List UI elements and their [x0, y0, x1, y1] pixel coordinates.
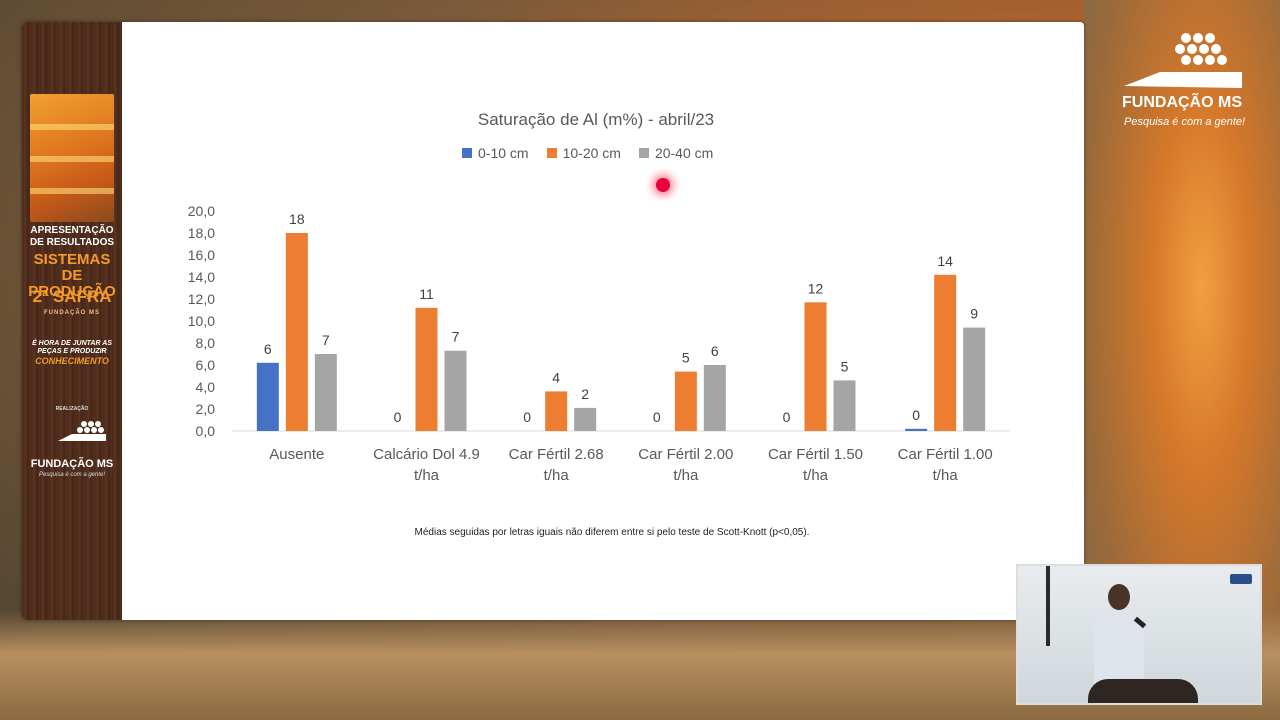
legend-item-20-40: 20-40 cm	[638, 145, 714, 161]
bar-10-20-cm	[804, 302, 827, 431]
x-tick-label: Car Fértil 2.00	[638, 446, 733, 463]
laser-pointer	[656, 178, 670, 192]
legend-item-10-20: 10-20 cm	[546, 145, 621, 161]
presentation-slide: APRESENTAÇÃO DE RESULTADOS SISTEMAS DE P…	[22, 22, 1084, 620]
chart-title: Saturação de Al (m%) - abril/23	[477, 110, 715, 129]
sidebar-logo-icon	[58, 421, 106, 441]
y-tick-label: 16,0	[188, 247, 215, 263]
y-tick-label: 14,0	[188, 269, 215, 285]
sidebar-realizacao: REALIZAÇÃO	[55, 406, 89, 412]
y-tick-label: 20,0	[188, 203, 215, 219]
data-label: 5	[682, 350, 690, 366]
sidebar-season: 2ª SAFRA	[32, 287, 112, 306]
y-tick-label: 18,0	[188, 225, 215, 241]
bar-10-20-cm	[285, 233, 308, 431]
x-tick-label: t/ha	[414, 467, 440, 484]
x-tick-label: Ausente	[269, 446, 324, 463]
data-label: 6	[711, 343, 719, 359]
bar-10-20-cm	[934, 274, 957, 431]
data-label: 0	[394, 409, 402, 425]
sidebar-title: APRESENTAÇÃO DE RESULTADOS	[29, 225, 115, 248]
x-tick-label: t/ha	[933, 467, 959, 484]
sidebar-slogan: É HORA DE JUNTAR AS PEÇAS E PRODUZIR	[32, 340, 112, 355]
y-tick-label: 10,0	[188, 313, 215, 329]
chart-footnote: Médias seguidas por letras iguais não di…	[414, 527, 810, 538]
y-tick-label: 6,0	[196, 357, 216, 373]
x-tick-label: t/ha	[544, 467, 570, 484]
bar-chart: 0,0 2,0 4,0 6,0 8,0 10,0 12,0 14,0 16,0 18,0 20,0 6…	[188, 203, 1010, 484]
data-label: 2	[581, 386, 589, 402]
mic-stand	[1046, 566, 1050, 646]
y-tick-label: 4,0	[196, 379, 216, 395]
bar-20-40-cm	[963, 327, 986, 431]
slide-sidebar: APRESENTAÇÃO DE RESULTADOS SISTEMAS DE P…	[22, 22, 122, 620]
x-tick-label: Car Fértil 1.50	[768, 446, 863, 463]
x-tick-label: Car Fértil 2.68	[509, 446, 604, 463]
bar-20-40-cm	[314, 354, 337, 431]
y-tick-label: 0,0	[196, 423, 216, 439]
chart-legend: 0-10 cm 10-20 cm 20-40 cm	[462, 145, 713, 161]
sidebar-illustration	[30, 94, 114, 222]
bar-20-40-cm	[833, 380, 856, 431]
legend-swatch	[638, 148, 649, 158]
sidebar-slogan-highlight: CONHECIMENTO	[35, 356, 109, 366]
legend-label: 10-20 cm	[562, 145, 621, 161]
data-label: 7	[452, 329, 460, 345]
data-label: 6	[264, 341, 272, 357]
y-tick-label: 2,0	[196, 401, 216, 417]
bar-0-10-cm	[256, 362, 279, 431]
data-label: 9	[970, 306, 978, 322]
legend-swatch	[546, 148, 557, 158]
sidebar-title-highlight: SISTEMAS DE PRODUÇÃO	[28, 251, 116, 300]
speaker-video	[1016, 564, 1262, 705]
data-label: 0	[653, 409, 661, 425]
data-label: 0	[523, 409, 531, 425]
x-tick-label: Car Fértil 1.00	[898, 446, 993, 463]
brand-logo: FUNDAÇÃO MS Pesquisa é com a gente!	[1120, 28, 1260, 138]
brand-tagline: Pesquisa é com a gente!	[1124, 116, 1246, 128]
x-tick-label: Calcário Dol 4.9	[373, 446, 480, 463]
bar-10-20-cm	[545, 391, 568, 431]
legend-item-0-10: 0-10 cm	[462, 145, 529, 161]
y-tick-label: 8,0	[196, 335, 216, 351]
bar-20-40-cm	[703, 365, 726, 431]
x-tick-label: t/ha	[803, 467, 829, 484]
x-tick-label: t/ha	[673, 467, 699, 484]
data-label: 7	[322, 332, 330, 348]
audience	[1088, 679, 1198, 703]
bar-10-20-cm	[674, 371, 697, 431]
data-label: 0	[912, 407, 920, 423]
data-label: 11	[419, 286, 434, 302]
data-label: 18	[289, 211, 305, 227]
legend-label: 20-40 cm	[654, 145, 714, 161]
data-label: 0	[783, 409, 791, 425]
sidebar-logo-text: FUNDAÇÃO MS	[30, 458, 114, 470]
bar-20-40-cm	[444, 350, 467, 431]
bar-20-40-cm	[574, 407, 597, 431]
sidebar-logo-tagline: Pesquisa é com a gente!	[38, 472, 106, 478]
bar-10-20-cm	[415, 307, 438, 431]
y-tick-label: 12,0	[188, 291, 215, 307]
bar-0-10-cm	[905, 428, 928, 431]
data-label: 14	[937, 253, 953, 269]
sidebar-subtitle: FUNDAÇÃO MS	[44, 310, 100, 316]
video-logo-icon	[1230, 574, 1252, 584]
legend-label: 0-10 cm	[478, 145, 529, 161]
data-label: 12	[808, 280, 824, 296]
brand-logo-mark-icon	[1124, 33, 1242, 88]
data-label: 4	[552, 369, 560, 385]
legend-swatch	[462, 148, 472, 158]
brand-name: FUNDAÇÃO MS	[1122, 94, 1242, 111]
speaker-head	[1108, 584, 1130, 610]
data-label: 5	[841, 358, 849, 374]
